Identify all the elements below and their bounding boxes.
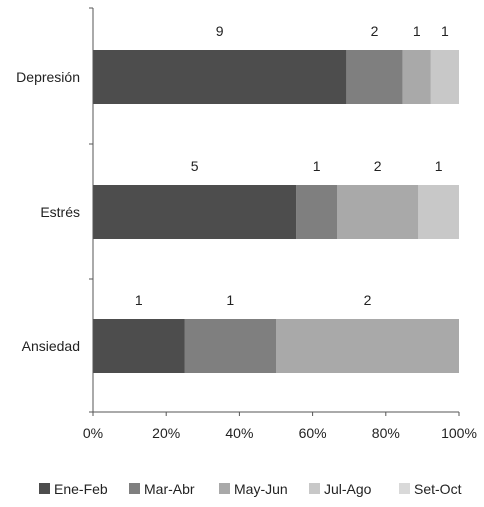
x-tick-label-20: 20% bbox=[152, 425, 180, 441]
legend-item-jul-ago: Jul-Ago bbox=[309, 481, 372, 497]
data-label-depresion-jul-ago: 1 bbox=[441, 23, 449, 39]
x-tick-label-40: 40% bbox=[225, 425, 253, 441]
bar-segment-ansiedad-ene-feb bbox=[93, 319, 185, 373]
bar-segment-estres-jul-ago bbox=[418, 185, 459, 239]
data-label-ansiedad-may-jun: 2 bbox=[364, 292, 372, 308]
bar-segment-ansiedad-may-jun bbox=[276, 319, 459, 373]
bar-segment-estres-mar-abr bbox=[296, 185, 337, 239]
bar-segment-depresion-mar-abr bbox=[346, 50, 402, 104]
legend-item-may-jun: May-Jun bbox=[219, 481, 288, 497]
bar-segment-depresion-ene-feb bbox=[93, 50, 346, 104]
legend-label-ene-feb: Ene-Feb bbox=[54, 481, 108, 497]
legend-swatch-mar-abr bbox=[129, 483, 140, 494]
bar-segment-ansiedad-mar-abr bbox=[185, 319, 277, 373]
tick-labels-layer: 0% 20% 40% 60% 80% 100% bbox=[83, 425, 477, 441]
bar-segment-estres-may-jun bbox=[337, 185, 418, 239]
data-label-estres-ene-feb: 5 bbox=[191, 158, 199, 174]
legend-swatch-may-jun bbox=[219, 483, 230, 494]
legend-label-mar-abr: Mar-Abr bbox=[144, 481, 195, 497]
data-label-depresion-ene-feb: 9 bbox=[216, 23, 224, 39]
category-label-ansiedad: Ansiedad bbox=[22, 338, 80, 354]
legend-label-may-jun: May-Jun bbox=[234, 481, 288, 497]
data-label-ansiedad-ene-feb: 1 bbox=[135, 292, 143, 308]
category-label-depresion: Depresión bbox=[16, 69, 80, 85]
data-label-depresion-mar-abr: 2 bbox=[371, 23, 379, 39]
legend-item-set-oct: Set-Oct bbox=[399, 481, 462, 497]
legend-swatch-jul-ago bbox=[309, 483, 320, 494]
legend-swatch-set-oct bbox=[399, 483, 410, 494]
data-label-estres-mar-abr: 1 bbox=[313, 158, 321, 174]
data-label-estres-jul-ago: 1 bbox=[435, 158, 443, 174]
legend: Ene-Feb Mar-Abr May-Jun Jul-Ago Set-Oct bbox=[39, 481, 462, 497]
bar-segment-estres-ene-feb bbox=[93, 185, 296, 239]
category-label-estres: Estrés bbox=[40, 204, 80, 220]
category-labels-layer: Depresión Estrés Ansiedad bbox=[16, 69, 80, 354]
bars-layer bbox=[93, 50, 459, 373]
legend-swatch-ene-feb bbox=[39, 483, 50, 494]
data-label-depresion-may-jun: 1 bbox=[413, 23, 421, 39]
x-tick-label-80: 80% bbox=[372, 425, 400, 441]
legend-label-set-oct: Set-Oct bbox=[414, 481, 462, 497]
bar-segment-depresion-jul-ago bbox=[431, 50, 459, 104]
legend-label-jul-ago: Jul-Ago bbox=[324, 481, 372, 497]
legend-item-ene-feb: Ene-Feb bbox=[39, 481, 108, 497]
bar-segment-depresion-may-jun bbox=[403, 50, 431, 104]
x-tick-label-100: 100% bbox=[441, 425, 477, 441]
x-tick-label-0: 0% bbox=[83, 425, 103, 441]
legend-item-mar-abr: Mar-Abr bbox=[129, 481, 195, 497]
data-label-ansiedad-mar-abr: 1 bbox=[226, 292, 234, 308]
data-label-estres-may-jun: 2 bbox=[374, 158, 382, 174]
x-tick-label-60: 60% bbox=[299, 425, 327, 441]
